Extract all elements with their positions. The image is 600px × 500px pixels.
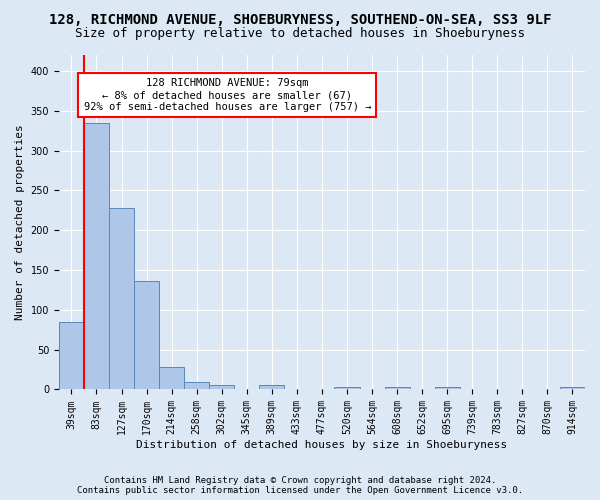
Bar <box>334 387 359 390</box>
Bar <box>184 382 209 390</box>
Bar <box>560 387 585 390</box>
Bar <box>109 208 134 390</box>
Text: 128 RICHMOND AVENUE: 79sqm
← 8% of detached houses are smaller (67)
92% of semi-: 128 RICHMOND AVENUE: 79sqm ← 8% of detac… <box>83 78 371 112</box>
Y-axis label: Number of detached properties: Number of detached properties <box>15 124 25 320</box>
Bar <box>84 122 109 390</box>
Text: Size of property relative to detached houses in Shoeburyness: Size of property relative to detached ho… <box>75 28 525 40</box>
Bar <box>159 367 184 390</box>
Bar <box>385 387 410 390</box>
Text: Contains HM Land Registry data © Crown copyright and database right 2024.
Contai: Contains HM Land Registry data © Crown c… <box>77 476 523 495</box>
Bar <box>259 386 284 390</box>
Bar <box>59 322 84 390</box>
Bar <box>434 387 460 390</box>
Bar <box>209 386 234 390</box>
Text: 128, RICHMOND AVENUE, SHOEBURYNESS, SOUTHEND-ON-SEA, SS3 9LF: 128, RICHMOND AVENUE, SHOEBURYNESS, SOUT… <box>49 12 551 26</box>
X-axis label: Distribution of detached houses by size in Shoeburyness: Distribution of detached houses by size … <box>136 440 508 450</box>
Bar <box>134 281 159 390</box>
